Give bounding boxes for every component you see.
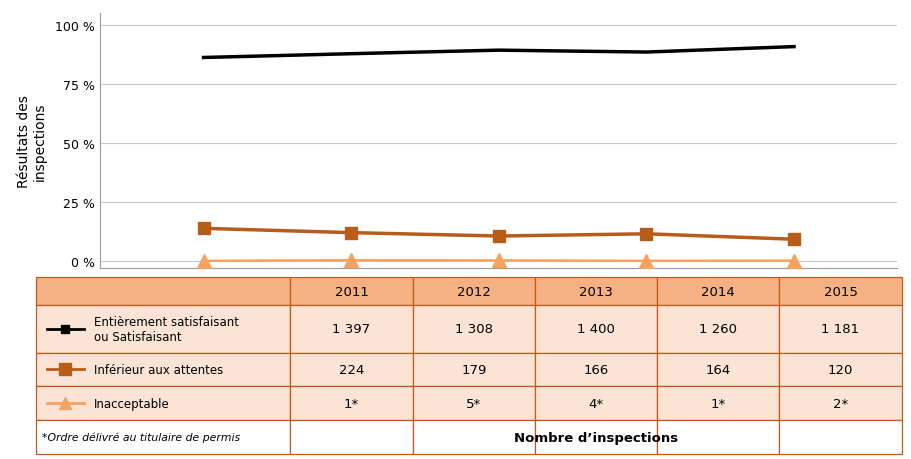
Bar [657, 305, 780, 353]
Text: 1*: 1* [344, 397, 359, 409]
Text: 1 260: 1 260 [700, 323, 737, 336]
Text: 2014: 2014 [701, 285, 735, 298]
Bar [413, 305, 535, 353]
Bar [535, 353, 657, 386]
Bar [36, 386, 291, 420]
Text: 1 397: 1 397 [333, 323, 371, 336]
Text: 120: 120 [828, 363, 854, 376]
Text: Inférieur aux attentes: Inférieur aux attentes [94, 363, 223, 376]
Bar [291, 278, 413, 305]
Bar [413, 386, 535, 420]
Bar [780, 420, 902, 454]
Bar [657, 420, 780, 454]
Text: 1 308: 1 308 [455, 323, 493, 336]
Text: 166: 166 [583, 363, 609, 376]
Bar [413, 420, 535, 454]
Bar [291, 386, 413, 420]
Text: 1*: 1* [711, 397, 726, 409]
Text: 179: 179 [461, 363, 486, 376]
Bar [535, 278, 657, 305]
Bar [657, 278, 780, 305]
Bar [36, 420, 291, 454]
Bar [36, 278, 291, 305]
Bar [657, 386, 780, 420]
Bar [413, 278, 535, 305]
Bar [780, 353, 902, 386]
Text: Nombre d’inspections: Nombre d’inspections [514, 431, 678, 444]
Bar [36, 353, 291, 386]
Bar [291, 305, 413, 353]
Bar [291, 420, 413, 454]
Bar [780, 305, 902, 353]
Text: Inacceptable: Inacceptable [94, 397, 169, 409]
Text: 2*: 2* [833, 397, 848, 409]
Text: 1 181: 1 181 [822, 323, 860, 336]
Bar [413, 353, 535, 386]
Text: 2015: 2015 [824, 285, 857, 298]
Bar [291, 353, 413, 386]
Text: 1 400: 1 400 [577, 323, 615, 336]
Y-axis label: Résultats des
inspections: Résultats des inspections [17, 95, 47, 187]
Text: 224: 224 [339, 363, 364, 376]
Text: Entièrement satisfaisant
ou Satisfaisant: Entièrement satisfaisant ou Satisfaisant [94, 315, 239, 343]
Text: *Ordre délivré au titulaire de permis: *Ordre délivré au titulaire de permis [43, 432, 241, 442]
Bar [535, 305, 657, 353]
Text: 4*: 4* [589, 397, 604, 409]
Text: 5*: 5* [466, 397, 481, 409]
Bar [780, 386, 902, 420]
Text: 2013: 2013 [579, 285, 613, 298]
Bar [535, 386, 657, 420]
Bar [535, 420, 657, 454]
Bar [780, 278, 902, 305]
Bar [36, 305, 291, 353]
Text: 164: 164 [706, 363, 731, 376]
Bar [657, 353, 780, 386]
Text: 2011: 2011 [334, 285, 368, 298]
Text: 2012: 2012 [456, 285, 491, 298]
